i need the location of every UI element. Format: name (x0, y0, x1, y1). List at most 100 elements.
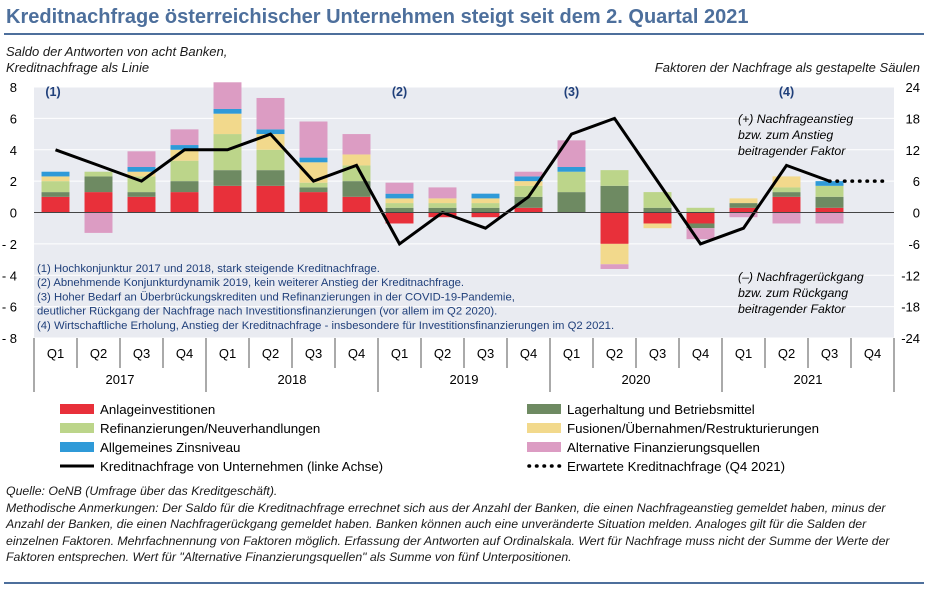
bar-segment (471, 193, 500, 199)
bar-segment (772, 212, 801, 224)
legend-label: Allgemeines Zinsniveau (100, 440, 240, 455)
subtitle-right: Faktoren der Nachfrage als gestapelte Sä… (654, 60, 920, 75)
bar-segment (127, 176, 156, 193)
bar-segment (170, 149, 199, 161)
bar-segment (514, 176, 543, 182)
bar-segment (557, 171, 586, 193)
bar-segment (385, 198, 414, 204)
year-label: 2020 (622, 372, 651, 387)
bar-segment (428, 203, 457, 208)
y-left-tick-label: 6 (10, 111, 17, 126)
increase-note: (+) Nachfrageanstieg (738, 112, 853, 126)
quarter-label: Q1 (47, 346, 64, 361)
phase-marker: (1) (45, 85, 60, 99)
bar-segment (385, 182, 414, 194)
bar-segment (686, 207, 715, 213)
bar-segment (815, 185, 844, 197)
bar-segment (729, 207, 758, 213)
phase-footnote: (3) Hoher Bedarf an Überbrückungskredite… (37, 291, 515, 303)
bar-segment (84, 212, 113, 233)
bar-segment (127, 192, 156, 197)
bar-segment (213, 108, 242, 114)
bar-segment (686, 228, 715, 240)
subtitle-left-1: Saldo der Antworten von acht Banken, (6, 44, 228, 59)
bar-segment (557, 140, 586, 168)
bar-segment (471, 207, 500, 213)
y-right-tick-label: 12 (906, 143, 920, 158)
legend-swatch (527, 404, 561, 414)
y-right-tick-label: 0 (913, 206, 920, 221)
bar-segment (557, 192, 586, 213)
bar-segment (729, 212, 758, 218)
bar-segment (170, 129, 199, 146)
legend-label: Refinanzierungen/Neuverhandlungen (100, 421, 320, 436)
bar-segment (815, 207, 844, 213)
bar-segment (342, 181, 371, 197)
bar-segment (213, 82, 242, 109)
quarter-label: Q4 (520, 346, 537, 361)
legend-swatch (60, 442, 94, 452)
quarter-label: Q3 (477, 346, 494, 361)
title-rule (4, 33, 924, 35)
bar-segment (385, 193, 414, 199)
bar-segment (772, 192, 801, 197)
bar-segment (256, 97, 285, 130)
bar-segment (557, 167, 586, 172)
bar-segment (127, 196, 156, 213)
bar-segment (299, 157, 328, 163)
increase-note: beitragender Faktor (738, 144, 846, 158)
bar-segment (643, 207, 672, 213)
bar-segment (514, 181, 543, 186)
bar-segment (213, 134, 242, 171)
quarter-label: Q4 (348, 346, 365, 361)
y-left-tick-label: - 2 (2, 237, 17, 252)
bar-segment (643, 212, 672, 224)
bar-segment (299, 192, 328, 213)
bar-segment (41, 176, 70, 182)
bar-segment (815, 196, 844, 208)
quarter-label: Q4 (176, 346, 193, 361)
y-right-tick-label: -6 (908, 237, 920, 252)
bar-segment (471, 198, 500, 204)
bar-segment (256, 149, 285, 171)
y-left-tick-label: - 4 (2, 268, 17, 283)
bar-segment (213, 113, 242, 135)
legend-swatch (527, 423, 561, 433)
bar-segment (213, 185, 242, 213)
quarter-label: Q2 (434, 346, 451, 361)
legend-label: Alternative Finanzierungsquellen (567, 440, 760, 455)
bar-segment (84, 171, 113, 177)
bar-segment (514, 171, 543, 177)
legend-label: Kreditnachfrage von Unternehmen (linke A… (100, 459, 383, 474)
chart-title: Kreditnachfrage österreichischer Unterne… (6, 6, 749, 28)
bar-segment (471, 203, 500, 208)
decrease-note: (–) Nachfragerückgang (738, 270, 864, 284)
quarter-label: Q4 (864, 346, 881, 361)
bar-segment (643, 223, 672, 229)
quarter-label: Q2 (606, 346, 623, 361)
quarter-label: Q1 (735, 346, 752, 361)
year-label: 2019 (450, 372, 479, 387)
y-right-tick-label: 6 (913, 174, 920, 189)
bar-segment (600, 264, 629, 269)
legend-swatch (60, 423, 94, 433)
phase-footnote: (2) Abnehmende Konjunkturdynamik 2019, k… (37, 277, 464, 289)
bar-segment (170, 160, 199, 182)
phase-marker: (2) (392, 85, 407, 99)
source-text: Quelle: OeNB (Umfrage über das Kreditges… (6, 484, 278, 498)
quarter-label: Q2 (90, 346, 107, 361)
quarter-label: Q3 (821, 346, 838, 361)
legend-label: Erwartete Kreditnachfrage (Q4 2021) (567, 459, 785, 474)
bar-segment (170, 192, 199, 213)
bar-segment (385, 207, 414, 213)
bar-segment (600, 243, 629, 265)
legend-label: Lagerhaltung und Betriebsmittel (567, 402, 755, 417)
year-label: 2021 (794, 372, 823, 387)
y-right-tick-label: -24 (901, 331, 920, 346)
bar-segment (600, 170, 629, 186)
bar-segment (643, 192, 672, 208)
bar-segment (256, 129, 285, 135)
quarter-label: Q3 (649, 346, 666, 361)
bar-segment (686, 212, 715, 224)
notes-block: Quelle: OeNB (Umfrage über das Kreditges… (6, 483, 922, 566)
